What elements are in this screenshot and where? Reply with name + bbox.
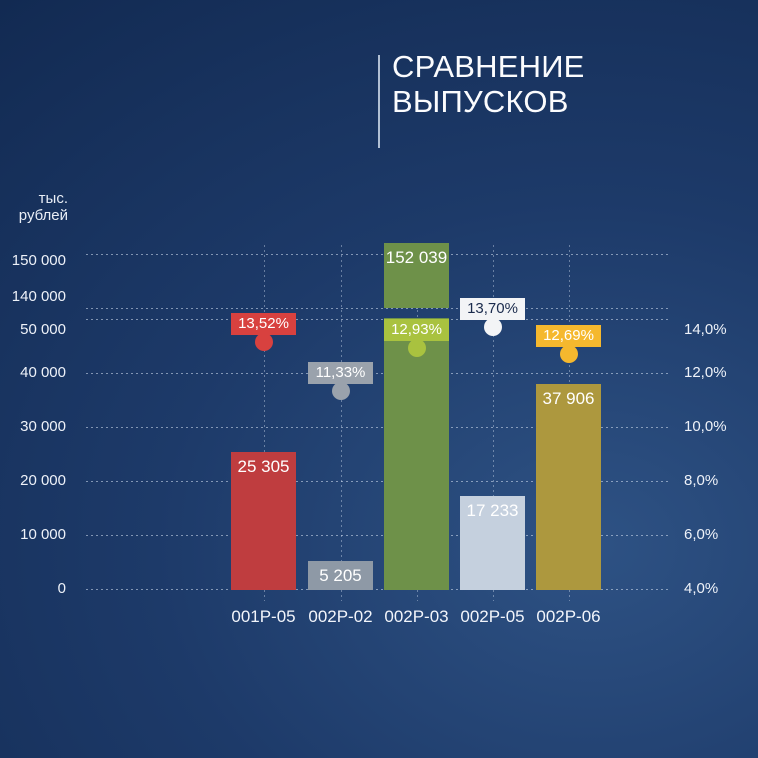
y-axis-tick-10000: 10 000 xyxy=(20,526,66,543)
y-axis-tick-50000: 50 000 xyxy=(20,321,66,338)
y-axis-tick-20000: 20 000 xyxy=(20,472,66,489)
x-axis-label-002Р-06: 002Р-06 xyxy=(536,607,601,626)
bar-002Р-02 xyxy=(308,560,373,590)
bar-002Р-03 xyxy=(384,242,449,308)
title-line-1: СРАВНЕНИЕ xyxy=(392,49,585,84)
y-axis-tick-40000: 40 000 xyxy=(20,364,66,381)
bar-value-label-001Р-05: 25 305 xyxy=(237,457,290,477)
bar-002Р-06 xyxy=(536,384,601,590)
x-axis-label-001Р-05: 001Р-05 xyxy=(231,607,296,626)
bar-value-label-002Р-03: 152 039 xyxy=(385,247,448,267)
pct-axis-tick-10: 10,0% xyxy=(684,418,727,435)
y-axis-unit-line-2: рублей xyxy=(18,207,68,224)
gridline-h-30000 xyxy=(86,427,671,428)
page-title: СРАВНЕНИЕ ВЫПУСКОВ xyxy=(392,49,585,119)
bar-value-label-002Р-06: 37 906 xyxy=(542,389,595,409)
rate-dot-002Р-03 xyxy=(407,338,426,357)
y-axis-tick-140000: 140 000 xyxy=(11,288,66,305)
y-axis-unit-label: тыс. рублей xyxy=(0,190,68,224)
gridline-h-50000 xyxy=(86,319,671,320)
rate-badge-002Р-03: 12,93% xyxy=(384,318,449,341)
gridline-h-10000 xyxy=(86,535,671,536)
bar-002Р-03-lower xyxy=(384,318,449,590)
gridline-v-4 xyxy=(492,245,494,601)
bar-001Р-05 xyxy=(231,452,296,590)
gridline-h-40000 xyxy=(86,373,671,374)
y-axis-tick-0: 0 xyxy=(57,580,66,597)
y-axis-tick-30000: 30 000 xyxy=(20,418,66,435)
pct-axis-tick-6: 6,0% xyxy=(684,526,719,543)
rate-badge-002Р-05: 13,70% xyxy=(460,298,525,321)
rate-badge-002Р-02: 11,33% xyxy=(308,362,373,385)
title-line-2: ВЫПУСКОВ xyxy=(392,84,569,119)
x-axis-label-002Р-03: 002Р-03 xyxy=(384,607,449,626)
bar-002Р-05 xyxy=(460,495,525,590)
pct-axis-tick-4: 4,0% xyxy=(684,580,719,597)
gridline-h-0 xyxy=(86,589,671,590)
rate-dot-002Р-05 xyxy=(483,318,502,337)
gridline-v-2 xyxy=(340,245,342,601)
pct-axis-tick-12: 12,0% xyxy=(684,364,727,381)
gridline-h-20000 xyxy=(86,481,671,482)
bar-value-label-002Р-02: 5 205 xyxy=(319,565,362,585)
rate-badge-002Р-06: 12,69% xyxy=(536,325,601,348)
rate-dot-002Р-02 xyxy=(331,382,350,401)
gridline-v-1 xyxy=(263,245,265,601)
title-accent-line xyxy=(378,55,380,148)
pct-axis-tick-14: 14,0% xyxy=(684,321,727,338)
bar-value-label-002Р-05: 17 233 xyxy=(466,500,519,520)
rate-badge-001Р-05: 13,52% xyxy=(231,312,296,335)
x-axis-label-002Р-05: 002Р-05 xyxy=(460,607,525,626)
pct-axis-tick-8: 8,0% xyxy=(684,472,719,489)
y-axis-tick-150000: 150 000 xyxy=(11,252,66,269)
x-axis-label-002Р-02: 002Р-02 xyxy=(308,607,373,626)
gridline-h-150000 xyxy=(86,254,671,255)
gridline-h-140000 xyxy=(86,308,671,309)
rate-dot-002Р-06 xyxy=(559,345,578,364)
y-axis-unit-line-1: тыс. xyxy=(38,190,68,207)
rate-dot-001Р-05 xyxy=(254,332,273,351)
